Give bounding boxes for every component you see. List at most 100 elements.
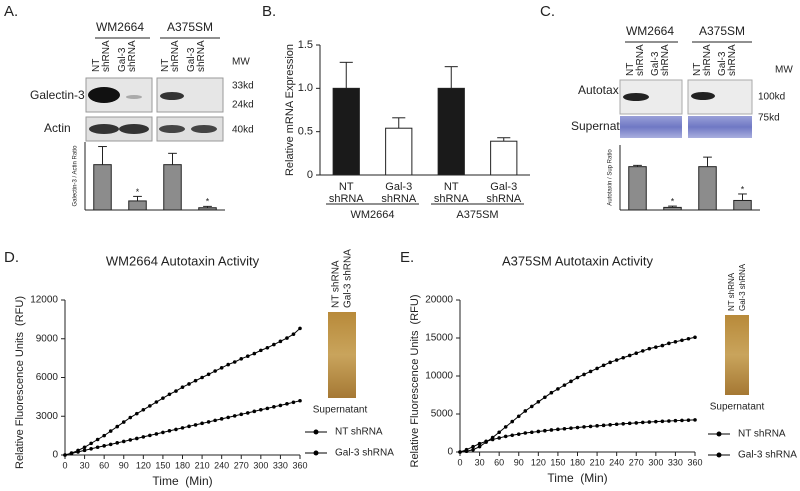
point <box>180 385 185 389</box>
point <box>291 332 296 337</box>
point <box>200 375 204 380</box>
bar <box>733 199 752 211</box>
point <box>213 418 217 423</box>
cell-line: A375SM <box>167 20 213 34</box>
point <box>161 396 165 400</box>
point <box>206 372 211 377</box>
point <box>259 407 263 412</box>
point <box>516 414 521 419</box>
legend-marker <box>716 431 722 437</box>
point <box>477 444 482 449</box>
point <box>154 432 159 436</box>
gel-lane: Gal-3 shRNA <box>343 249 354 308</box>
point <box>148 433 152 438</box>
x-tick-label: 210 <box>590 457 605 467</box>
point <box>569 426 573 430</box>
mw-marker: 24kd <box>232 100 254 111</box>
cell-line: WM2664 <box>626 24 674 38</box>
point <box>621 355 625 360</box>
lane-labels: NTshRNA Gal-3shRNA NTshRNA Gal-3shRNA <box>625 44 738 76</box>
point <box>82 445 87 450</box>
lane-label: Gal-3shRNA <box>717 44 738 76</box>
point <box>298 326 302 331</box>
point <box>471 447 475 452</box>
point <box>582 425 586 429</box>
point <box>595 424 599 428</box>
band <box>191 125 217 133</box>
point <box>503 434 508 439</box>
point <box>680 418 684 423</box>
y-tick-label: 10000 <box>425 371 453 382</box>
bar <box>128 200 147 211</box>
y-axis-label: Relative mRNA Expression <box>284 44 296 176</box>
x-tick-label: 0 <box>62 460 67 470</box>
point <box>219 366 224 370</box>
point <box>128 415 133 420</box>
point <box>536 429 541 434</box>
point <box>530 404 534 409</box>
x-tick-label: 180 <box>175 460 190 470</box>
point <box>464 447 469 452</box>
panel-label: A. <box>4 3 18 20</box>
point <box>647 420 652 424</box>
point <box>121 420 126 424</box>
gel-caption: Supernatant <box>313 405 368 416</box>
row-label: Galectin-3 <box>30 88 85 102</box>
point <box>69 451 74 456</box>
point <box>680 338 684 343</box>
point <box>128 438 133 442</box>
bar <box>437 87 465 176</box>
point <box>530 430 534 435</box>
point <box>298 398 302 403</box>
point <box>556 427 560 432</box>
point <box>588 369 593 374</box>
mw-marker: 75kd <box>758 113 780 124</box>
annotation: * <box>671 196 675 206</box>
point <box>272 405 276 409</box>
point <box>686 336 691 341</box>
point <box>523 409 528 413</box>
x-tick-label: 120 <box>531 457 546 467</box>
x-tick-label: 0 <box>457 457 462 467</box>
point <box>285 336 289 340</box>
point <box>595 366 599 371</box>
group-label: WM2664 <box>350 209 394 221</box>
point <box>614 422 619 427</box>
point <box>89 441 93 446</box>
band <box>119 124 149 134</box>
point <box>245 411 250 415</box>
x-tick-label: 270 <box>629 457 644 467</box>
point <box>458 450 462 454</box>
point <box>232 414 237 418</box>
point <box>575 375 580 380</box>
point <box>232 360 237 364</box>
x-tick-label: 300 <box>648 457 663 467</box>
point <box>193 423 198 427</box>
point <box>108 429 113 433</box>
gel <box>725 315 749 395</box>
point <box>141 407 146 412</box>
point <box>95 437 100 442</box>
point <box>640 349 645 353</box>
x-tick-label: 360 <box>687 457 702 467</box>
band <box>89 124 119 134</box>
point <box>174 389 178 393</box>
gel-lane: NT shRNA <box>727 272 736 311</box>
point <box>562 426 567 431</box>
point <box>102 444 106 448</box>
error-bar <box>392 117 406 129</box>
point <box>291 400 296 405</box>
point <box>536 400 541 404</box>
legend-marker <box>313 429 319 435</box>
point <box>239 412 244 417</box>
point <box>180 426 185 430</box>
point <box>510 433 515 438</box>
point <box>252 351 257 356</box>
y-tick-label: 1.0 <box>298 82 313 94</box>
lane-label: NTshRNA <box>625 44 646 76</box>
bar <box>385 127 413 176</box>
point <box>693 418 697 422</box>
point <box>102 433 106 438</box>
bar <box>628 166 647 211</box>
